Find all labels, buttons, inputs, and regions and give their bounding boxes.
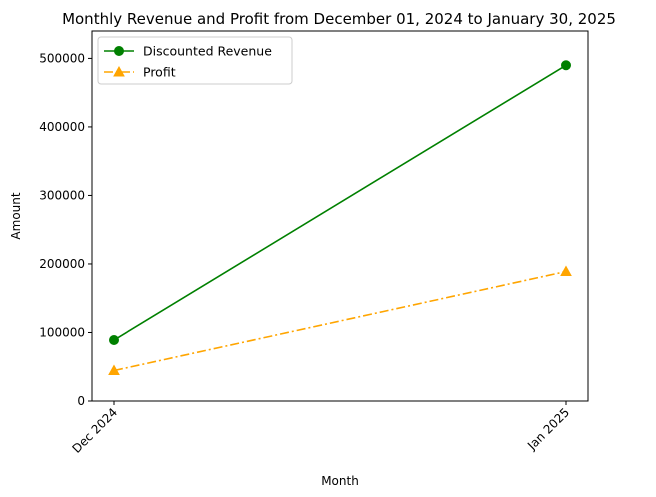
y-tick-label: 0 — [77, 394, 85, 408]
legend-marker-profit — [113, 65, 125, 77]
plot-frame — [91, 30, 589, 402]
x-tick-label: Jan 2025 — [524, 405, 572, 453]
legend-label-profit: Profit — [143, 65, 176, 80]
y-tick-label: 200000 — [39, 257, 85, 271]
profit-line — [113, 270, 567, 372]
y-tick-label: 500000 — [39, 51, 85, 65]
legend: Discounted Revenue Profit — [97, 36, 293, 85]
y-tick-label: 300000 — [39, 188, 85, 202]
y-axis-label: Amount — [9, 192, 23, 239]
legend-marker-discounted-revenue — [114, 46, 124, 56]
x-tick-label: Dec 2024 — [70, 405, 121, 456]
series-layer — [108, 60, 572, 376]
y-tick-label: 100000 — [39, 325, 85, 339]
chart-title: Monthly Revenue and Profit from December… — [62, 10, 616, 28]
series-discounted-revenue — [109, 60, 571, 346]
discounted-revenue-line — [113, 64, 567, 341]
series-profit — [108, 265, 572, 376]
discounted-revenue-point — [561, 60, 571, 71]
y-axis: 0 100000 200000 300000 400000 500000 — [39, 51, 92, 408]
legend-label-discounted-revenue: Discounted Revenue — [143, 44, 272, 59]
plot-area — [91, 30, 589, 402]
profit-point — [108, 364, 120, 376]
profit-point — [560, 265, 572, 276]
y-tick-label: 400000 — [39, 120, 85, 134]
x-axis-label: Month — [321, 474, 359, 488]
legend-box — [97, 36, 293, 85]
x-axis: Dec 2024 Jan 2025 — [70, 401, 572, 456]
discounted-revenue-point — [109, 335, 119, 346]
